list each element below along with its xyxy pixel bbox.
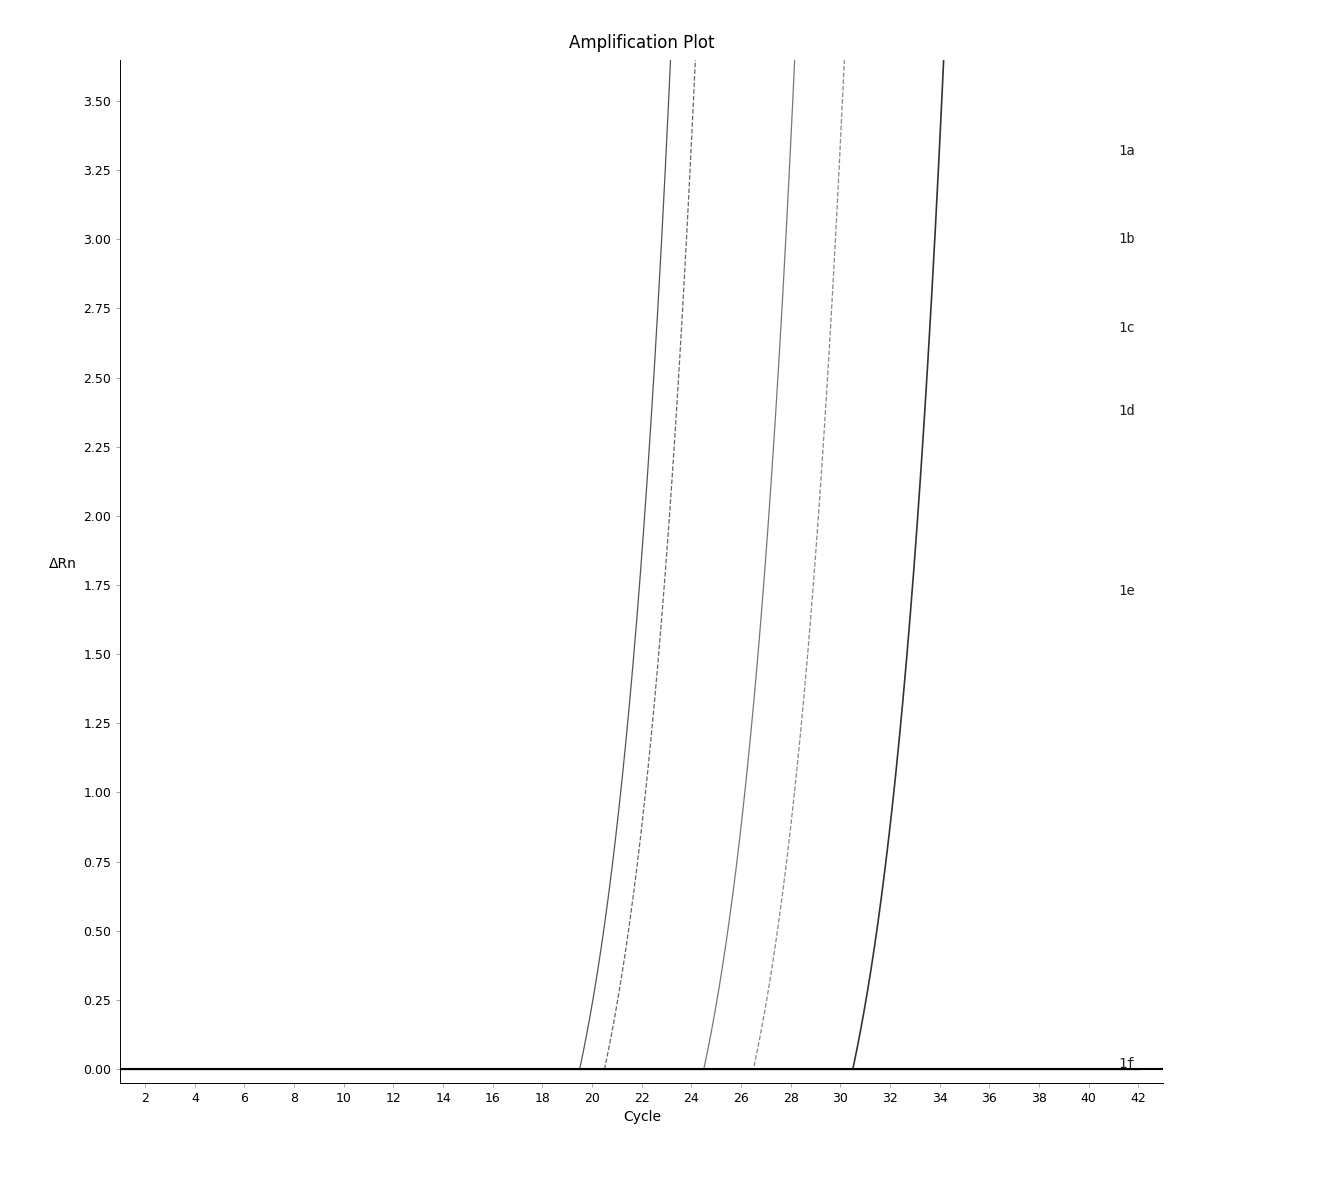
Text: 1c: 1c	[1119, 321, 1135, 334]
Text: 1b: 1b	[1119, 232, 1135, 246]
Text: 1a: 1a	[1119, 144, 1135, 158]
Text: 1f: 1f	[1119, 1057, 1135, 1071]
X-axis label: Cycle: Cycle	[623, 1110, 660, 1125]
Title: Amplification Plot: Amplification Plot	[570, 35, 714, 52]
Y-axis label: ΔRn: ΔRn	[48, 557, 76, 571]
Text: 1d: 1d	[1119, 403, 1135, 418]
Text: 1e: 1e	[1119, 583, 1135, 597]
